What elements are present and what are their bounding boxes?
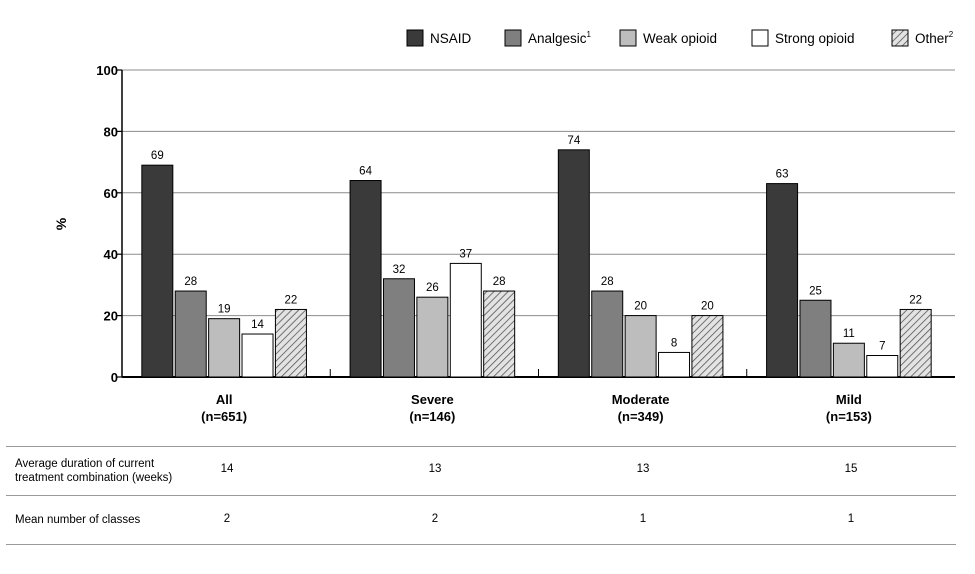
bar (349, 180, 382, 378)
bar (557, 149, 590, 378)
legend-swatch (619, 29, 637, 47)
table-cell-classes-all: 2 (223, 513, 231, 525)
category-sublabel: (n=153) (826, 409, 872, 424)
data-label: 37 (459, 248, 472, 260)
data-label: 11 (843, 328, 855, 340)
bar (799, 299, 832, 378)
y-tick-label: 60 (104, 186, 118, 201)
bar (624, 315, 657, 378)
category-sublabel: (n=651) (201, 409, 247, 424)
y-tick-label: 0 (111, 370, 118, 385)
table-cell-duration-severe: 13 (428, 463, 442, 475)
bar (174, 290, 207, 378)
bar (274, 308, 307, 378)
data-label: 28 (184, 276, 197, 288)
data-label: 28 (601, 276, 614, 288)
y-tick-label: 80 (104, 124, 118, 139)
bar (483, 290, 516, 378)
legend-label: Strong opioid (775, 31, 855, 46)
data-label: 32 (393, 264, 406, 276)
category-label: Severe (411, 392, 454, 407)
category-label: All (216, 392, 233, 407)
table-divider-bottom (6, 544, 956, 545)
bar (658, 351, 691, 378)
category-sublabel: (n=349) (618, 409, 664, 424)
data-label: 8 (671, 337, 677, 349)
category-label: Mild (836, 392, 862, 407)
table-cell-classes-severe: 2 (431, 513, 439, 525)
data-label: 25 (809, 285, 822, 297)
table-cell-classes-mild: 1 (847, 513, 855, 525)
y-tick-label: 40 (104, 247, 118, 262)
bar (416, 296, 449, 378)
bar (241, 333, 274, 378)
y-axis-label: % (53, 217, 69, 230)
table-cell-duration-mild: 15 (844, 463, 858, 475)
y-tick-label: 100 (96, 63, 118, 78)
data-label: 14 (251, 319, 264, 331)
legend-label: Analgesic1 (528, 30, 592, 46)
data-label: 7 (879, 341, 885, 353)
bar (766, 183, 799, 378)
data-label: 20 (701, 301, 714, 313)
table-divider-middle (6, 495, 956, 496)
bar (141, 164, 174, 378)
data-label: 63 (776, 169, 789, 181)
table-divider-top (6, 446, 956, 447)
legend-swatch (891, 29, 909, 47)
bar (382, 278, 415, 378)
legend-swatch (504, 29, 522, 47)
y-tick-label: 20 (104, 309, 118, 324)
data-label: 28 (493, 276, 506, 288)
bar (832, 342, 865, 378)
bar (449, 262, 482, 378)
bar (866, 355, 899, 378)
legend-swatch (406, 29, 424, 47)
legend-label: NSAID (430, 31, 472, 46)
table-row-label-duration: Average duration of current treatment co… (15, 458, 173, 484)
legend-swatch (751, 29, 769, 47)
data-label: 64 (359, 166, 372, 178)
category-sublabel: (n=146) (409, 409, 455, 424)
data-label: 22 (909, 294, 922, 306)
data-label: 20 (634, 301, 647, 313)
table-cell-classes-moderate: 1 (639, 513, 647, 525)
bar (591, 290, 624, 378)
data-label: 26 (426, 282, 439, 294)
data-label: 69 (151, 150, 164, 162)
bar (208, 318, 241, 378)
table-cell-duration-all: 14 (220, 463, 234, 475)
category-label: Moderate (612, 392, 670, 407)
bar (691, 315, 724, 378)
legend-label: Weak opioid (643, 31, 717, 46)
data-label: 22 (285, 294, 298, 306)
table-row-label-classes: Mean number of classes (15, 514, 141, 526)
table-cell-duration-moderate: 13 (636, 463, 650, 475)
bar (899, 308, 932, 378)
data-label: 19 (218, 304, 231, 316)
data-label: 74 (567, 135, 580, 147)
legend-label: Other2 (915, 30, 954, 46)
